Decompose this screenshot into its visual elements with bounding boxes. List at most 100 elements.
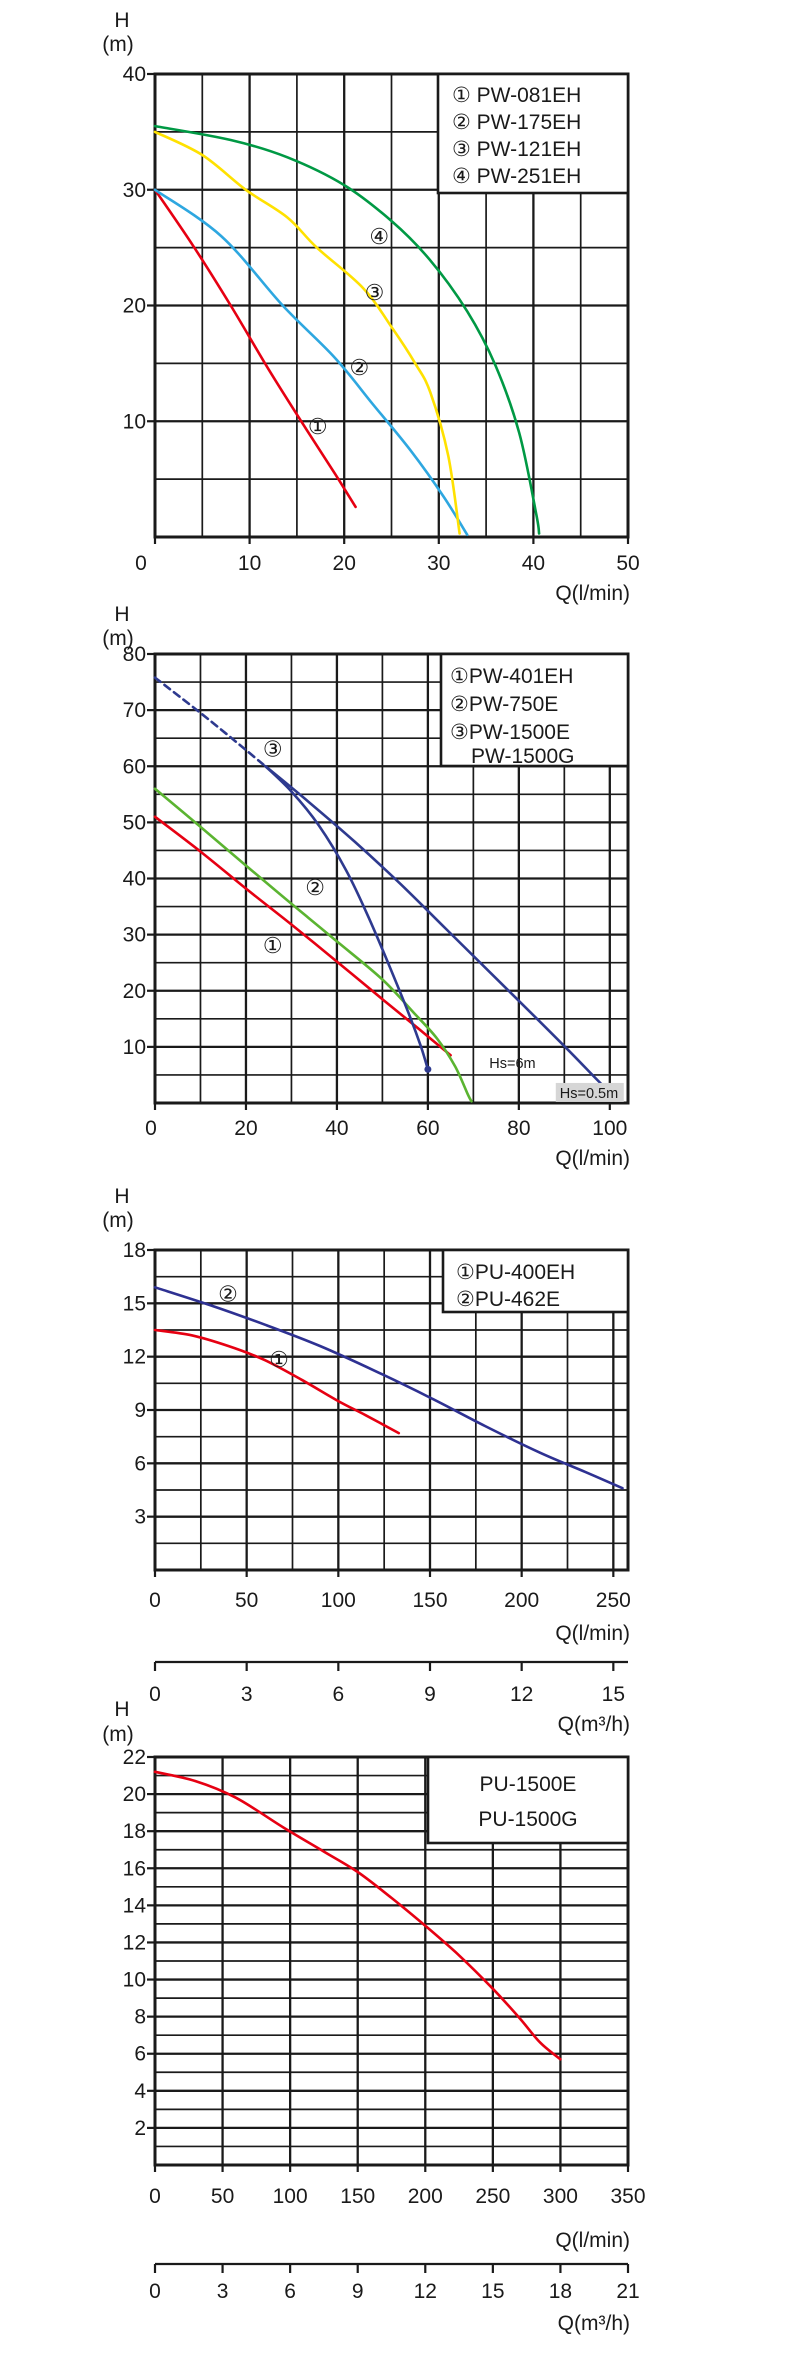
annotation-background (555, 1082, 624, 1102)
y-axis-tick-label: 18 (123, 1820, 146, 1843)
legend-entry: PU-1500G (478, 1808, 577, 1831)
curve-pu-462e (153, 1286, 624, 1490)
x-axis-tick-label: 300 (543, 2185, 578, 2208)
y-axis-tick-label: 20 (123, 1783, 146, 1806)
y-axis-tick-label: 16 (123, 1857, 146, 1880)
secondary-axis-title: Q(m³/h) (558, 2312, 630, 2335)
x-axis-tick-label: 100 (273, 2185, 308, 2208)
secondary-axis-tick-label: 15 (602, 1683, 625, 1706)
secondary-axis-tick-label: 18 (549, 2280, 572, 2303)
y-axis-unit: (m) (102, 1723, 133, 1746)
y-axis-tick-label: 20 (123, 980, 146, 1003)
curve-number-label: ② (218, 1281, 238, 1306)
x-axis-tick-label: 200 (504, 1589, 539, 1612)
y-axis-tick-label: 4 (134, 2080, 146, 2103)
y-axis-title: H (114, 9, 129, 32)
secondary-axis-tick-label: 6 (332, 1683, 344, 1706)
curve-pw-1500e-pw-1500g (153, 676, 267, 768)
curve-pw-175eh (153, 188, 469, 536)
x-axis-tick-label: 0 (135, 552, 147, 575)
y-axis-tick-label: 18 (123, 1239, 146, 1262)
secondary-axis-tick-label: 0 (149, 1683, 161, 1706)
legend-box (441, 1248, 630, 1314)
y-axis-tick-label: 40 (123, 63, 146, 86)
y-axis-tick-label: 9 (134, 1399, 146, 1422)
y-axis-unit: (m) (102, 627, 133, 650)
x-axis-tick-label: 200 (408, 2185, 443, 2208)
legend-entry: ④ PW-251EH (452, 165, 581, 188)
x-axis-title: Q(l/min) (555, 2229, 630, 2252)
x-axis-tick-label: 0 (149, 2185, 161, 2208)
y-axis-title: H (114, 1185, 129, 1208)
legend-entry: ①PW-401EH (450, 665, 573, 688)
curve-pw-081eh (153, 188, 357, 509)
legend-entry: ②PU-462E (456, 1288, 560, 1311)
y-axis-tick-label: 6 (134, 1452, 146, 1475)
legend-box (436, 72, 630, 195)
legend-entry: PW-1500G (471, 745, 575, 768)
y-axis-tick-label: 10 (123, 410, 146, 433)
x-axis-tick-label: 100 (321, 1589, 356, 1612)
x-axis-title: Q(l/min) (555, 1147, 630, 1170)
y-axis-tick-label: 10 (123, 1036, 146, 1059)
x-axis-tick-label: 30 (427, 552, 450, 575)
curve-pw-1500e-pw-1500g (264, 765, 430, 1071)
secondary-axis-tick-label: 12 (510, 1683, 533, 1706)
y-axis-tick-label: 14 (123, 1894, 147, 1917)
x-axis-tick-label: 150 (340, 2185, 375, 2208)
x-axis-tick-label: 80 (507, 1117, 530, 1140)
curve-number-label: ① (269, 1347, 289, 1372)
x-axis-tick-label: 0 (145, 1117, 157, 1140)
y-axis-title: H (114, 603, 129, 626)
y-axis-title: H (114, 1698, 129, 1721)
secondary-axis-title: Q(m³/h) (558, 1713, 630, 1736)
secondary-axis-tick-label: 21 (616, 2280, 639, 2303)
curve-number-label: ② (349, 355, 369, 380)
legend-box (439, 652, 630, 768)
curve-pw-750e (153, 787, 473, 1103)
curve-pw-401eh (153, 815, 452, 1057)
y-axis-tick-label: 12 (123, 1931, 146, 1954)
x-axis-tick-label: 0 (149, 1589, 161, 1612)
x-axis-tick-label: 50 (235, 1589, 258, 1612)
y-axis-tick-label: 8 (134, 2006, 146, 2029)
x-axis-tick-label: 150 (412, 1589, 447, 1612)
legend-entry: ①PU-400EH (456, 1261, 575, 1284)
curve-pu-400eh (153, 1328, 401, 1435)
curve-number-label: ③ (263, 736, 283, 761)
y-axis-tick-label: 20 (123, 295, 146, 318)
x-axis-tick-label: 50 (211, 2185, 234, 2208)
y-axis-tick-label: 80 (123, 643, 146, 666)
y-axis-tick-label: 30 (123, 924, 146, 947)
secondary-axis-tick-label: 0 (149, 2280, 161, 2303)
curve-pw-1500e-pw-1500g (264, 765, 621, 1102)
x-axis-tick-label: 60 (416, 1117, 439, 1140)
legend-entry: ③ PW-121EH (452, 138, 581, 161)
legend-box (426, 1755, 630, 1845)
y-axis-tick-label: 6 (134, 2043, 146, 2066)
x-axis-title: Q(l/min) (555, 582, 630, 605)
y-axis-tick-label: 15 (123, 1292, 146, 1315)
y-axis-tick-label: 50 (123, 811, 146, 834)
legend-entry: ① PW-081EH (452, 84, 581, 107)
secondary-axis-tick-label: 9 (352, 2280, 364, 2303)
annotation-label: Hs=0.5m (560, 1086, 618, 1102)
legend-entry: ③PW-1500E (450, 721, 570, 744)
y-axis-unit: (m) (102, 1209, 133, 1232)
y-axis-tick-label: 22 (123, 1746, 146, 1769)
y-axis-tick-label: 3 (134, 1506, 146, 1529)
x-axis-tick-label: 20 (234, 1117, 257, 1140)
y-axis-tick-label: 10 (123, 1969, 146, 1992)
x-axis-tick-label: 10 (238, 552, 261, 575)
curve-number-label: ④ (369, 224, 389, 249)
x-axis-tick-label: 20 (333, 552, 356, 575)
curve-number-label: ① (308, 414, 328, 439)
curve-number-label: ② (305, 875, 325, 900)
curve-pw-251eh (153, 124, 541, 535)
x-axis-tick-label: 250 (596, 1589, 631, 1612)
x-axis-tick-label: 40 (325, 1117, 348, 1140)
secondary-axis-tick-label: 12 (414, 2280, 437, 2303)
curve-number-label: ① (263, 933, 283, 958)
x-axis-tick-label: 250 (475, 2185, 510, 2208)
